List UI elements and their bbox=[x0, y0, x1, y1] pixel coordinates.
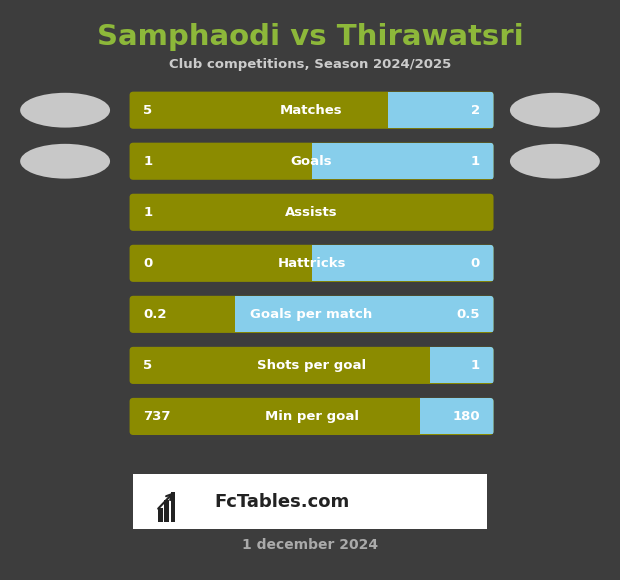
Text: 0: 0 bbox=[143, 257, 153, 270]
Text: Assists: Assists bbox=[285, 206, 338, 219]
Text: Goals: Goals bbox=[291, 155, 332, 168]
FancyBboxPatch shape bbox=[130, 92, 494, 129]
Text: 180: 180 bbox=[452, 410, 480, 423]
Text: 1 december 2024: 1 december 2024 bbox=[242, 538, 378, 552]
Ellipse shape bbox=[20, 93, 110, 128]
Text: 0.5: 0.5 bbox=[456, 308, 480, 321]
Bar bbox=[164, 500, 169, 522]
Text: 2: 2 bbox=[471, 104, 480, 117]
FancyBboxPatch shape bbox=[130, 347, 494, 384]
Ellipse shape bbox=[510, 144, 600, 179]
Text: 1: 1 bbox=[143, 155, 153, 168]
Text: 737: 737 bbox=[143, 410, 170, 423]
Text: Shots per goal: Shots per goal bbox=[257, 359, 366, 372]
Text: 1: 1 bbox=[471, 155, 480, 168]
Text: Samphaodi vs Thirawatsri: Samphaodi vs Thirawatsri bbox=[97, 23, 523, 51]
Text: Goals per match: Goals per match bbox=[250, 308, 373, 321]
Text: 5: 5 bbox=[143, 359, 153, 372]
Text: Club competitions, Season 2024/2025: Club competitions, Season 2024/2025 bbox=[169, 58, 451, 71]
FancyBboxPatch shape bbox=[130, 245, 494, 282]
FancyBboxPatch shape bbox=[130, 296, 494, 333]
Text: FcTables.com: FcTables.com bbox=[214, 492, 349, 511]
FancyBboxPatch shape bbox=[130, 296, 494, 333]
Ellipse shape bbox=[510, 93, 600, 128]
FancyBboxPatch shape bbox=[130, 347, 494, 384]
Text: 1: 1 bbox=[471, 359, 480, 372]
Text: Min per goal: Min per goal bbox=[265, 410, 358, 423]
Bar bbox=[158, 508, 163, 522]
Text: 0.2: 0.2 bbox=[143, 308, 167, 321]
FancyBboxPatch shape bbox=[130, 245, 494, 282]
Text: Hattricks: Hattricks bbox=[277, 257, 346, 270]
FancyBboxPatch shape bbox=[130, 398, 494, 435]
FancyBboxPatch shape bbox=[133, 474, 487, 529]
FancyBboxPatch shape bbox=[130, 194, 494, 231]
Text: 5: 5 bbox=[143, 104, 153, 117]
FancyBboxPatch shape bbox=[130, 143, 494, 180]
Bar bbox=[170, 492, 175, 522]
FancyBboxPatch shape bbox=[130, 92, 494, 129]
Text: Matches: Matches bbox=[280, 104, 343, 117]
Ellipse shape bbox=[20, 144, 110, 179]
FancyBboxPatch shape bbox=[130, 398, 494, 435]
Text: 1: 1 bbox=[143, 206, 153, 219]
FancyBboxPatch shape bbox=[130, 143, 494, 180]
Text: 0: 0 bbox=[471, 257, 480, 270]
